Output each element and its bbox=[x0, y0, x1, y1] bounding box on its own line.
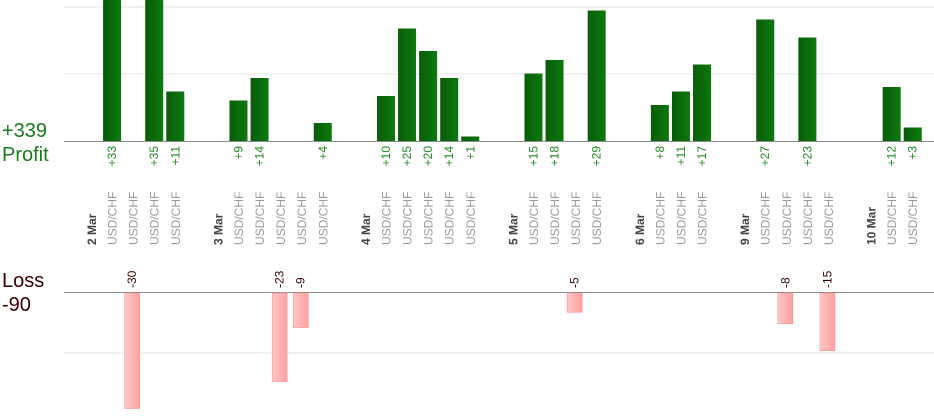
profit-bar bbox=[461, 136, 480, 141]
profit-value-label: +17 bbox=[695, 146, 709, 167]
loss-bar bbox=[292, 292, 309, 328]
profit-bar bbox=[545, 60, 564, 141]
pair-label: USD/CHF bbox=[148, 192, 162, 245]
loss-bar bbox=[566, 292, 583, 313]
profit-value-label: +14 bbox=[253, 146, 267, 167]
pair-label: USD/CHF bbox=[801, 192, 815, 245]
pair-label: USD/CHF bbox=[274, 192, 288, 245]
pair-label: USD/CHF bbox=[232, 192, 246, 245]
loss-summary: Loss -90 bbox=[2, 269, 44, 317]
loss-bar bbox=[819, 292, 836, 351]
profit-label: Profit bbox=[2, 144, 49, 166]
pair-label: USD/CHF bbox=[906, 192, 920, 245]
pair-label: USD/CHF bbox=[379, 192, 393, 245]
profit-bar bbox=[250, 78, 269, 141]
profit-value-label: +25 bbox=[400, 146, 414, 167]
profit-value-label: +3 bbox=[906, 146, 920, 160]
profit-bar bbox=[524, 73, 543, 141]
loss-value-label: -23 bbox=[273, 270, 287, 288]
date-label: 5 Mar bbox=[506, 213, 520, 245]
loss-bar bbox=[777, 292, 794, 325]
date-label: 9 Mar bbox=[738, 213, 752, 245]
pair-label: USD/CHF bbox=[527, 192, 541, 245]
profit-summary: +339 Profit bbox=[2, 119, 49, 167]
pair-label: USD/CHF bbox=[464, 192, 478, 245]
pair-label: USD/CHF bbox=[106, 192, 120, 245]
profit-bar bbox=[650, 105, 669, 141]
loss-bar bbox=[124, 292, 140, 409]
profit-bar bbox=[693, 64, 712, 141]
pair-label: USD/CHF bbox=[422, 192, 436, 245]
pair-label: USD/CHF bbox=[127, 192, 141, 245]
profit-value-label: +10 bbox=[379, 146, 393, 167]
profit-value-label: +15 bbox=[526, 146, 540, 167]
pair-label: USD/CHF bbox=[822, 192, 836, 245]
profit-bar bbox=[103, 0, 122, 141]
date-label: 6 Mar bbox=[633, 213, 647, 245]
loss-value-label: -5 bbox=[568, 277, 582, 288]
loss-value-label: -8 bbox=[778, 277, 792, 288]
date-label: 2 Mar bbox=[85, 213, 99, 245]
pair-label: USD/CHF bbox=[674, 192, 688, 245]
profit-value-label: +8 bbox=[653, 146, 667, 160]
pair-label: USD/CHF bbox=[401, 192, 415, 245]
date-label: 10 Mar bbox=[865, 207, 879, 245]
profit-bar bbox=[398, 28, 417, 141]
date-label: 3 Mar bbox=[211, 213, 225, 245]
profit-value-label: +23 bbox=[800, 146, 814, 167]
pair-label: USD/CHF bbox=[653, 192, 667, 245]
profit-bar bbox=[376, 96, 395, 141]
profit-value-label: +33 bbox=[105, 146, 119, 167]
profit-bar bbox=[756, 19, 775, 141]
profit-value-label: +11 bbox=[674, 146, 688, 166]
pair-label: USD/CHF bbox=[780, 192, 794, 245]
pair-label: USD/CHF bbox=[885, 192, 899, 245]
pair-label: USD/CHF bbox=[548, 192, 562, 245]
loss-bar bbox=[271, 292, 288, 382]
profit-bar bbox=[229, 100, 248, 141]
loss-label: Loss bbox=[2, 270, 45, 292]
profit-bar bbox=[798, 37, 817, 141]
profit-value-label: +1 bbox=[463, 146, 477, 160]
pair-label: USD/CHF bbox=[569, 192, 583, 245]
profit-value-label: +18 bbox=[548, 146, 562, 167]
loss-total: -90 bbox=[2, 294, 31, 316]
profit-bar bbox=[671, 91, 690, 141]
profit-value-label: +27 bbox=[758, 146, 772, 167]
pair-label: USD/CHF bbox=[316, 192, 330, 245]
profit-value-label: +12 bbox=[885, 146, 899, 167]
profit-bar bbox=[313, 123, 332, 141]
profit-value-label: +11 bbox=[168, 146, 182, 166]
profit-value-label: +35 bbox=[147, 146, 161, 167]
profit-bar bbox=[903, 127, 922, 141]
profit-bar bbox=[419, 51, 438, 141]
profit-bar bbox=[166, 91, 185, 141]
profit-bar bbox=[145, 0, 164, 141]
pair-label: USD/CHF bbox=[253, 192, 267, 245]
pair-label: USD/CHF bbox=[295, 192, 309, 245]
pair-label: USD/CHF bbox=[443, 192, 457, 245]
profit-value-label: +29 bbox=[590, 146, 604, 167]
profit-total: +339 bbox=[2, 120, 48, 142]
date-label: 4 Mar bbox=[359, 213, 373, 245]
profit-value-label: +14 bbox=[442, 146, 456, 167]
profit-bar bbox=[882, 87, 901, 141]
profit-value-label: +20 bbox=[421, 146, 435, 167]
loss-value-label: -15 bbox=[820, 270, 834, 288]
profit-value-label: +9 bbox=[231, 146, 245, 160]
profit-bar bbox=[587, 10, 606, 141]
loss-value-label: -30 bbox=[125, 270, 139, 288]
pair-label: USD/CHF bbox=[759, 192, 773, 245]
profit-value-label: +4 bbox=[316, 146, 330, 160]
profit-bar bbox=[440, 78, 459, 141]
loss-value-label: -9 bbox=[294, 277, 308, 288]
pair-label: USD/CHF bbox=[590, 192, 604, 245]
pair-label: USD/CHF bbox=[696, 192, 710, 245]
pair-label: USD/CHF bbox=[169, 192, 183, 245]
